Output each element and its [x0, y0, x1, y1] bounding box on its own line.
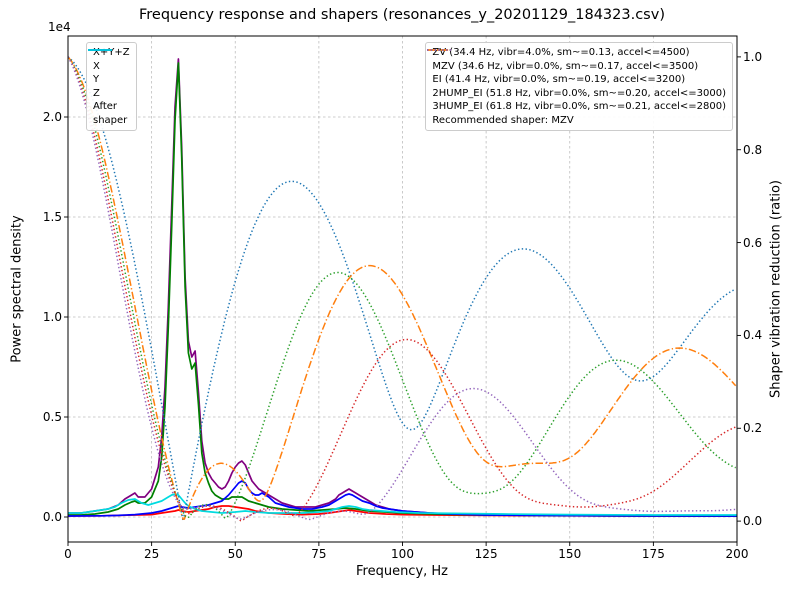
shaper-curve-2hump_ei: [68, 56, 736, 522]
legend-entry-x: X: [88, 49, 130, 74]
legend-entry-x-y-z-label: X+Y+Z: [93, 47, 130, 58]
x-tick-label: 150: [558, 547, 582, 561]
y-axis-right-label: Shaper vibration reduction (ratio): [768, 180, 784, 398]
psd-curve-after-shaper: [68, 493, 737, 516]
x-tick-label: 75: [311, 547, 327, 561]
legend-entry-after-shaper: After shaper: [88, 49, 130, 127]
shaper-legend: ZV (34.4 Hz, vibr=4.0%, sm~=0.13, accel<…: [425, 42, 733, 131]
recommended-shaper-note-line-sample: [426, 43, 452, 56]
x-tick-label: 50: [227, 547, 243, 561]
y-right-tick-label: 0.8: [743, 142, 763, 157]
x-tick-label: 100: [391, 547, 414, 561]
recommended-shaper-note: Recommended shaper: MZV: [432, 114, 726, 128]
y-left-tick-label: 1.0: [42, 310, 62, 324]
x-tick-label: 25: [143, 547, 160, 561]
legend-entry-z-label: Z: [93, 87, 100, 99]
legend-entry-y-label: Y: [93, 74, 100, 85]
y-axis-offset-text: 1e4: [48, 20, 71, 34]
legend-entry-x-label: X: [93, 60, 100, 72]
legend-entry-ei-label: EI (41.4 Hz, vibr=0.0%, sm~=0.19, accel<…: [432, 74, 686, 85]
y-right-tick-label: 0.2: [743, 421, 763, 436]
y-left-tick-label: 0.5: [42, 410, 62, 424]
legend-entry-after-shaper-label: After shaper: [93, 101, 128, 126]
x-tick-label: 200: [725, 547, 749, 561]
legend-entry-z: Z: [88, 49, 130, 101]
psd-legend: X+Y+Z X Y Z After shaper: [86, 42, 137, 131]
legend-entry-2hump_ei: 2HUMP_EI (51.8 Hz, vibr=0.0%, sm~=0.20, …: [427, 49, 726, 101]
legend-entry-after-shaper-line-sample: [88, 49, 112, 51]
psd-curve-z: [68, 480, 737, 517]
shaper-curve-mzv: [68, 56, 737, 520]
y-right-tick-label: 1.0: [743, 49, 763, 64]
legend-entry-3hump_ei-line-sample: [427, 49, 452, 51]
y-right-tick-label: 0.4: [743, 328, 763, 343]
y-right-tick-label: 0.6: [743, 235, 763, 250]
y-axis-left-label: Power spectral density: [9, 215, 25, 363]
y-left-tick-label: 1.5: [42, 210, 62, 224]
x-tick-label: 0: [64, 547, 72, 561]
legend-entry-mzv-label: MZV (34.6 Hz, vibr=0.0%, sm~=0.17, accel…: [432, 60, 699, 72]
chart-title: Frequency response and shapers (resonanc…: [139, 7, 665, 23]
y-right-tick-label: 0.0: [743, 514, 763, 529]
recommended-shaper-note-label: Recommended shaper: MZV: [432, 114, 574, 126]
y-left-tick-label: 0.0: [42, 510, 62, 524]
legend-entry-zv-label: ZV (34.4 Hz, vibr=4.0%, sm~=0.13, accel<…: [432, 47, 690, 58]
legend-entry-ei: EI (41.4 Hz, vibr=0.0%, sm~=0.19, accel<…: [427, 49, 726, 87]
x-tick-label: 175: [641, 547, 665, 561]
shaper-curve-ei: [68, 56, 736, 519]
shaper-curve-zv: [68, 56, 737, 522]
legend-entry-y: Y: [88, 49, 130, 87]
legend-entry-mzv: MZV (34.6 Hz, vibr=0.0%, sm~=0.17, accel…: [427, 49, 726, 74]
psd-curve-y: [68, 62, 737, 517]
shaper-curve-3hump_ei: [68, 56, 736, 521]
y-left-tick-label: 2.0: [42, 110, 62, 124]
legend-entry-2hump_ei-label: 2HUMP_EI (51.8 Hz, vibr=0.0%, sm~=0.20, …: [432, 87, 726, 99]
psd-curve-x: [68, 505, 737, 517]
legend-entry-zv: ZV (34.4 Hz, vibr=4.0%, sm~=0.13, accel<…: [427, 46, 726, 60]
legend-entry-3hump_ei: 3HUMP_EI (61.8 Hz, vibr=0.0%, sm~=0.21, …: [427, 49, 726, 114]
x-axis-label: Frequency, Hz: [355, 564, 449, 579]
x-tick-label: 125: [474, 547, 498, 561]
legend-entry-3hump_ei-label: 3HUMP_EI (61.8 Hz, vibr=0.0%, sm~=0.21, …: [432, 101, 726, 112]
